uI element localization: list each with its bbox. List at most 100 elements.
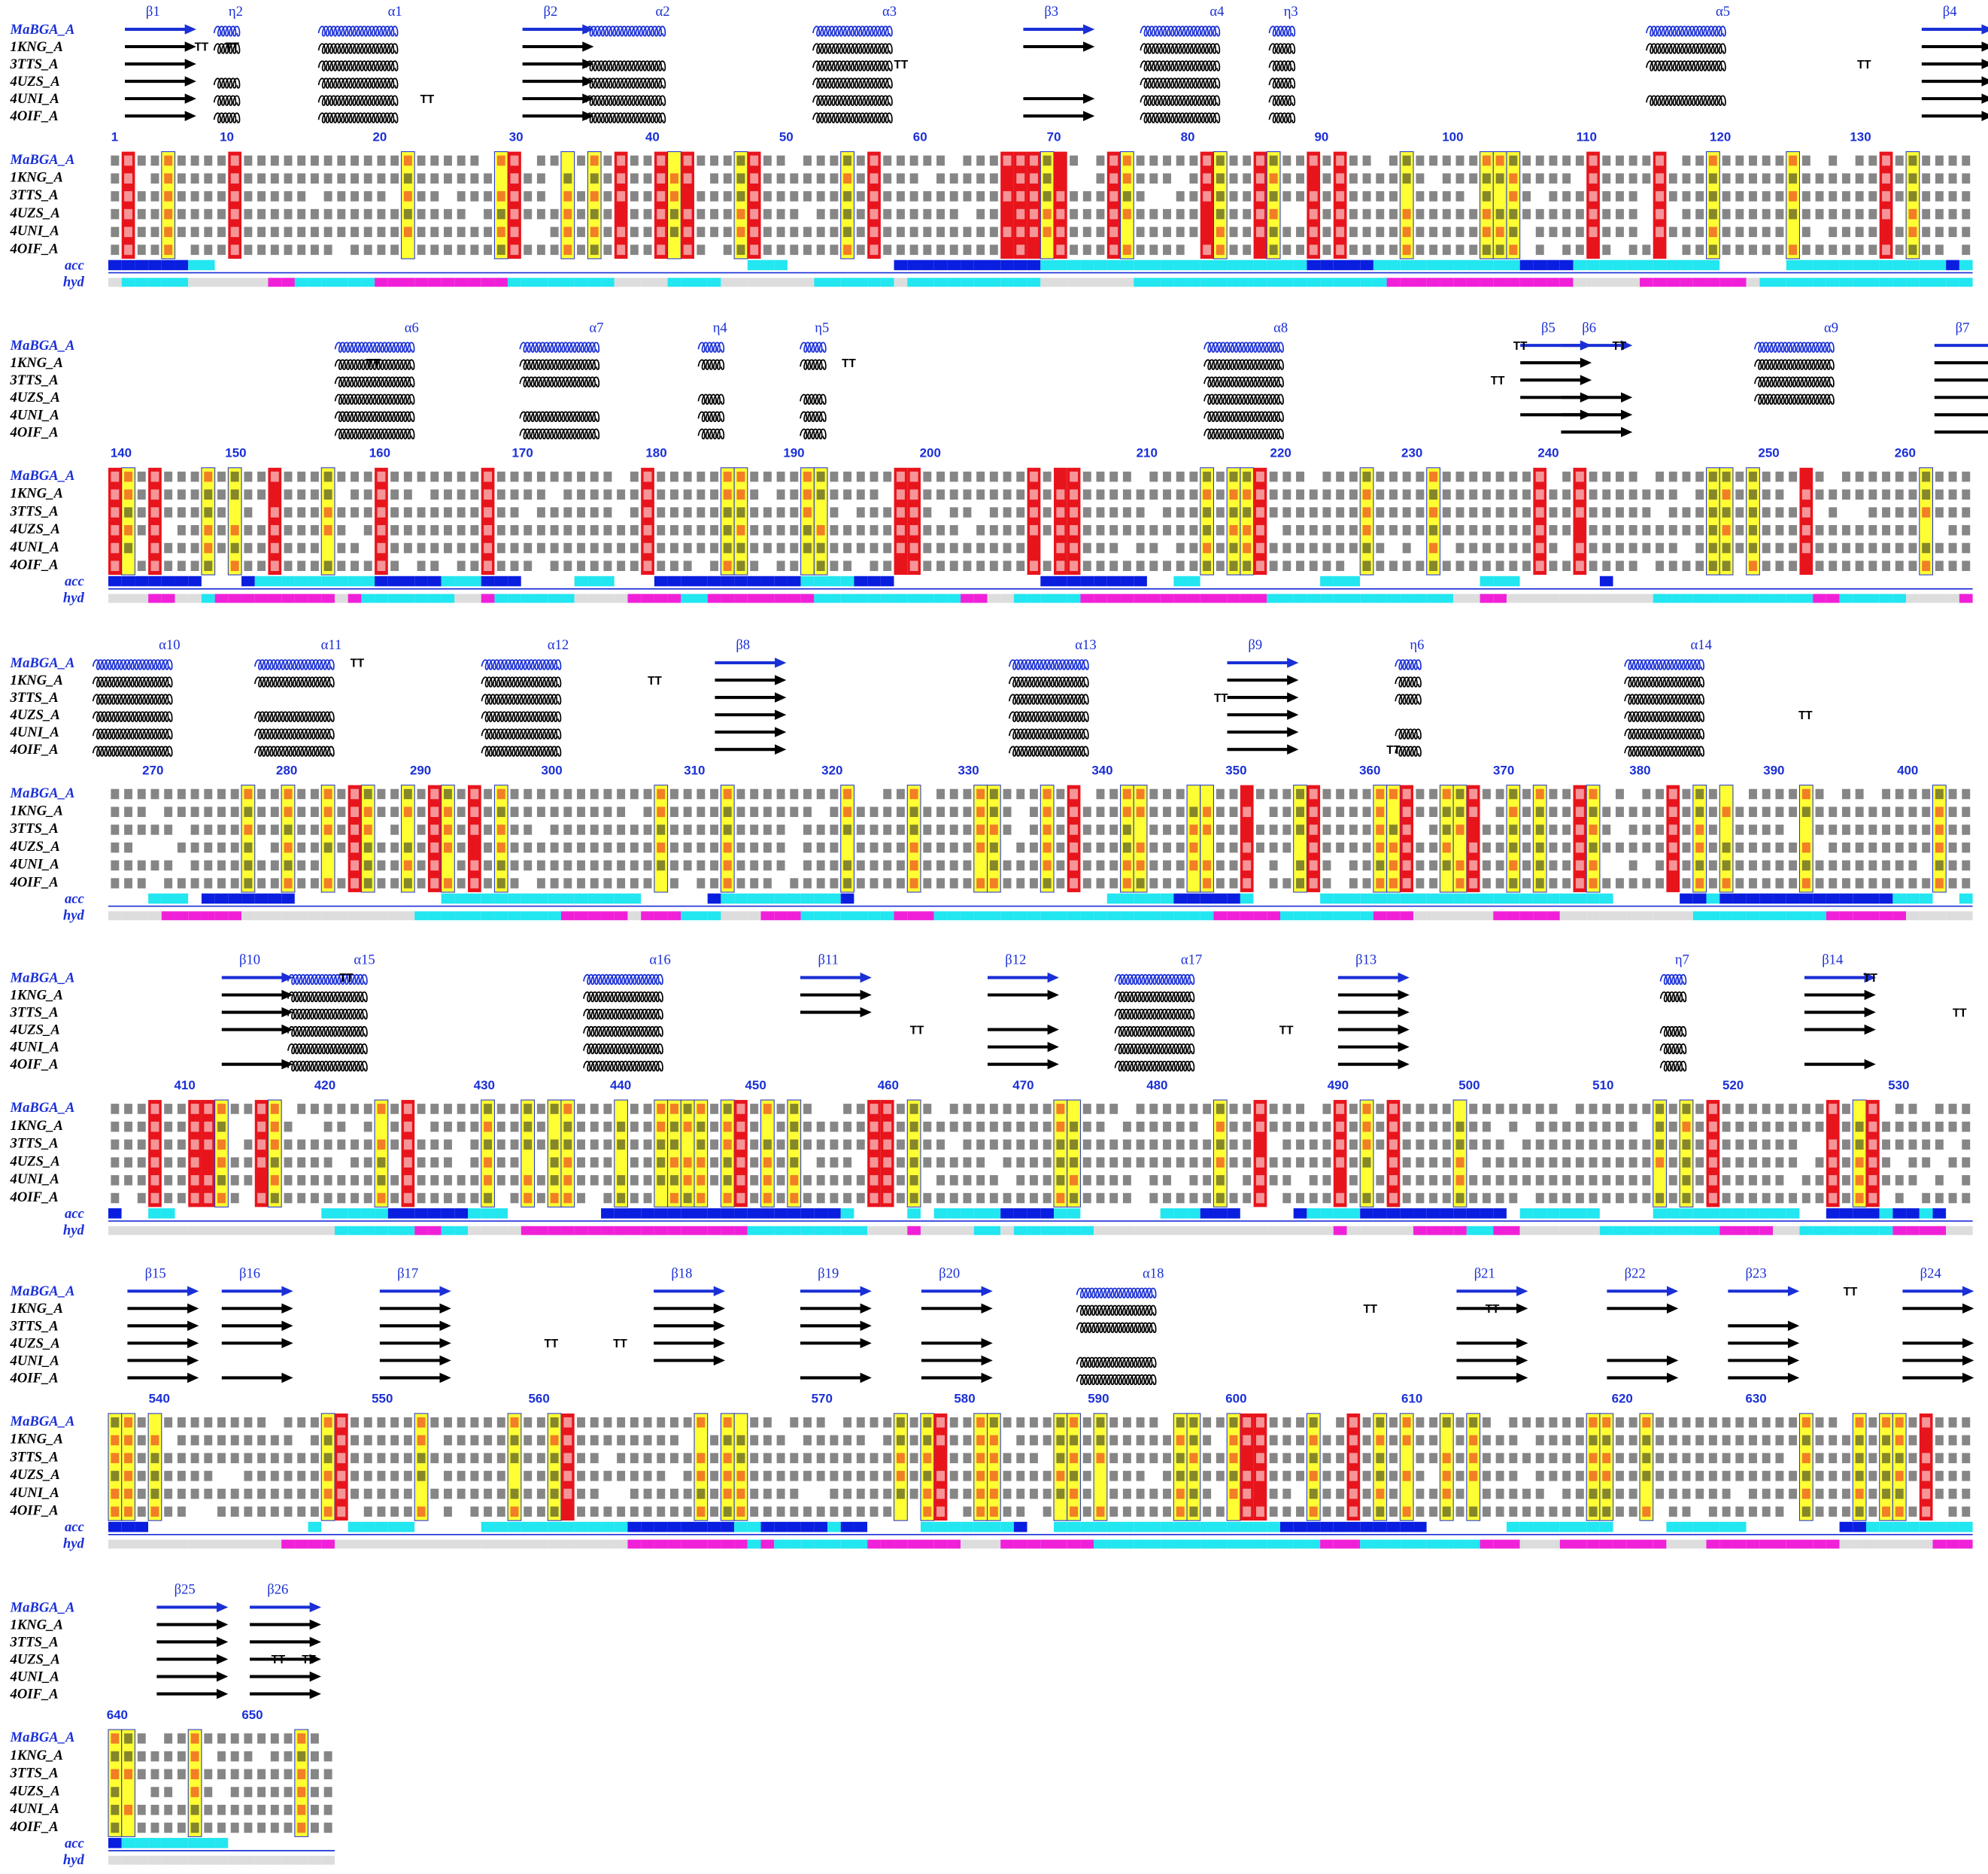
hyd-cell (228, 278, 241, 287)
helix (1077, 1375, 1156, 1385)
residue-glyph (1137, 209, 1145, 220)
residue-glyph (1589, 825, 1598, 835)
track-label: acc (65, 891, 84, 907)
residue-glyph (1868, 227, 1877, 238)
residue-glyph (1030, 861, 1038, 871)
hyd-cell (814, 278, 827, 287)
hyd-cell (1360, 1226, 1373, 1235)
residue-glyph (1403, 789, 1411, 800)
residue-glyph (590, 507, 599, 518)
residue-glyph (1296, 490, 1304, 500)
residue-glyph (244, 543, 252, 554)
residue-glyph (377, 1104, 385, 1114)
residue-glyph (364, 1193, 372, 1204)
residue-glyph (1709, 191, 1717, 202)
residue-glyph (1230, 843, 1238, 853)
residue-glyph (231, 209, 239, 220)
residue-glyph (457, 1104, 466, 1114)
residue-glyph (963, 507, 971, 518)
residue-glyph (1775, 1122, 1783, 1132)
residue-glyph (590, 825, 599, 835)
hyd-cell (627, 278, 641, 287)
residue-glyph (1816, 245, 1824, 255)
residue-glyph (1429, 472, 1437, 482)
hyd-cell (1347, 1226, 1361, 1235)
residue-glyph (1469, 472, 1477, 482)
acc-cell (1200, 1208, 1214, 1219)
acc-cell (881, 576, 894, 587)
acc-cell (1866, 1208, 1880, 1219)
hyd-cell (508, 278, 521, 287)
residue-glyph (870, 227, 879, 238)
residue-glyph (1030, 1140, 1038, 1150)
hyd-cell (587, 1226, 601, 1235)
residue-glyph (124, 1471, 132, 1481)
residue-glyph (1589, 525, 1598, 536)
acc-cell (708, 260, 721, 271)
residue-glyph (124, 806, 132, 817)
residue-glyph (1003, 472, 1012, 482)
residue-glyph (710, 1175, 718, 1186)
hyd-cell (1280, 911, 1294, 920)
residue-glyph (1336, 490, 1344, 500)
residue-glyph (551, 825, 559, 835)
residue-glyph (404, 1140, 412, 1150)
residue-glyph (271, 1140, 279, 1150)
residue-glyph (497, 191, 505, 202)
residue-glyph (1589, 472, 1598, 482)
residue-glyph (1270, 825, 1278, 835)
residue-glyph (697, 543, 705, 554)
residue-glyph (324, 490, 332, 500)
residue-glyph (644, 209, 652, 220)
residue-glyph (524, 490, 532, 500)
residue-glyph (830, 878, 838, 888)
acc-cell (175, 260, 189, 271)
turn-marker: TT (366, 357, 381, 370)
residue-glyph (191, 245, 199, 255)
residue-glyph (1256, 789, 1264, 800)
residue-glyph (124, 878, 132, 888)
residue-glyph (603, 861, 612, 871)
residue-glyph (1256, 1157, 1264, 1168)
residue-glyph (563, 1140, 572, 1150)
residue-glyph (324, 507, 332, 518)
hyd-cell (1240, 594, 1254, 603)
residue-glyph (1070, 507, 1078, 518)
residue-glyph (1349, 472, 1358, 482)
residue-glyph (1030, 1175, 1038, 1186)
seq-row-name: 4UNI_A (10, 223, 59, 239)
residue-glyph (657, 173, 665, 184)
hyd-cell (907, 1226, 921, 1235)
acc-cell (1427, 894, 1440, 904)
residue-glyph (1496, 173, 1504, 184)
residue-glyph (777, 1157, 785, 1168)
residue-glyph (1403, 825, 1411, 835)
residue-glyph (1403, 543, 1411, 554)
residue-glyph (1709, 825, 1717, 835)
similar-column (615, 1100, 628, 1207)
residue-glyph (1176, 1193, 1185, 1204)
hyd-cell (934, 911, 948, 920)
residue-glyph (803, 245, 812, 255)
ruler-number: 470 (1012, 1078, 1033, 1092)
acc-cell (1773, 1208, 1786, 1219)
residue-glyph (178, 543, 186, 554)
residue-glyph (657, 825, 665, 835)
residue-glyph (737, 472, 745, 482)
residue-glyph (1683, 825, 1691, 835)
hyd-cell (881, 278, 894, 287)
hyd-cell (854, 594, 867, 603)
residue-glyph (324, 227, 332, 238)
residue-glyph (870, 825, 879, 835)
seq-row-name: 4UZS_A (10, 521, 60, 537)
residue-glyph (124, 525, 132, 536)
residue-glyph (337, 525, 345, 536)
residue-glyph (1775, 1175, 1783, 1186)
hyd-cell (827, 278, 841, 287)
hyd-cell (308, 911, 322, 920)
residue-glyph (1629, 156, 1637, 166)
residue-glyph (1123, 843, 1131, 853)
residue-glyph (1189, 191, 1197, 202)
acc-cell (1493, 576, 1507, 587)
hyd-cell (1480, 594, 1494, 603)
